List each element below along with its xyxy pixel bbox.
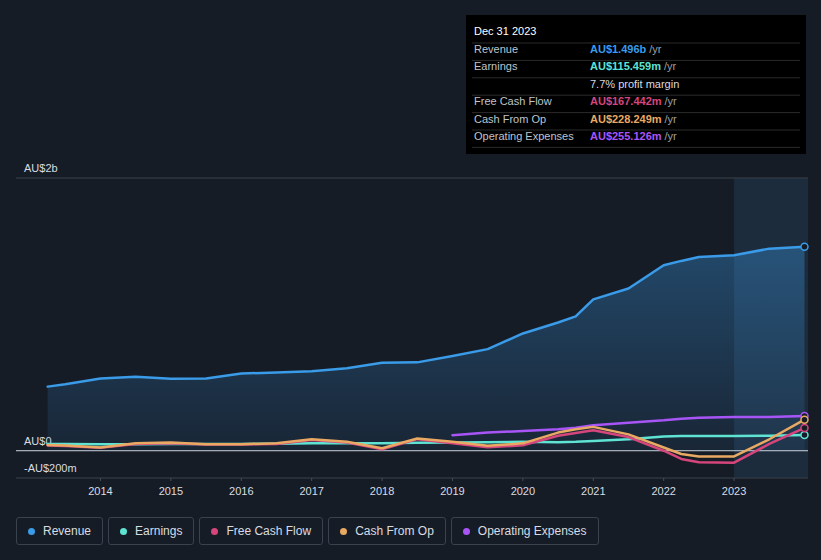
tooltip-unit: /yr xyxy=(665,95,678,107)
tooltip-label: Operating Expenses xyxy=(474,130,574,142)
legend-label: Earnings xyxy=(135,524,182,538)
series-line xyxy=(452,416,804,435)
tooltip-box xyxy=(466,15,806,154)
tooltip-value-number: AU$255.126m xyxy=(590,130,662,142)
x-tick xyxy=(522,478,523,481)
x-tick xyxy=(734,478,735,481)
tooltip-value-number: AU$167.442m xyxy=(590,95,662,107)
legend-swatch xyxy=(211,528,218,535)
x-tick-label: 2016 xyxy=(229,485,253,497)
grid-line xyxy=(16,178,808,179)
x-tick xyxy=(452,478,453,481)
tooltip-value-number: AU$1.496b xyxy=(590,43,647,55)
x-tick xyxy=(311,478,312,481)
plot-area xyxy=(48,247,805,463)
x-tick-label: 2019 xyxy=(440,485,464,497)
legend-label: Free Cash Flow xyxy=(226,524,311,538)
tooltip-value-number: AU$228.249m xyxy=(590,113,662,125)
tooltip-value: AU$115.459m/yr xyxy=(590,60,677,72)
tooltip-value: AU$167.442m/yr xyxy=(590,95,677,107)
x-tick-label: 2020 xyxy=(511,485,535,497)
series-line xyxy=(48,247,805,387)
end-dot xyxy=(801,432,808,439)
x-tick xyxy=(663,478,664,481)
legend-item[interactable]: Free Cash Flow xyxy=(199,517,323,545)
legend-item[interactable]: Operating Expenses xyxy=(451,517,599,545)
legend-swatch xyxy=(340,528,347,535)
y-tick-label: AU$2b xyxy=(24,162,58,174)
end-dot xyxy=(801,416,808,423)
frame-bottom xyxy=(16,478,808,479)
tooltip-unit: /yr xyxy=(665,113,678,125)
tooltip-title: Dec 31 2023 xyxy=(474,25,536,37)
tooltip-label: Earnings xyxy=(474,60,518,72)
x-tick xyxy=(241,478,242,481)
x-tick xyxy=(100,478,101,481)
x-tick-label: 2017 xyxy=(299,485,323,497)
y-tick-label: -AU$200m xyxy=(24,462,77,474)
tooltip-value: AU$255.126m/yr xyxy=(590,130,677,142)
grid-line xyxy=(16,478,808,479)
x-tick xyxy=(382,478,383,481)
series-line xyxy=(48,420,805,457)
x-tick-label: 2018 xyxy=(370,485,394,497)
legend-item[interactable]: Earnings xyxy=(108,517,194,545)
series-line xyxy=(48,428,805,463)
tooltip-unit: /yr xyxy=(665,130,678,142)
legend-item[interactable]: Revenue xyxy=(16,517,103,545)
legend-label: Operating Expenses xyxy=(478,524,587,538)
legend-label: Revenue xyxy=(43,524,91,538)
tooltip-unit: /yr xyxy=(649,43,662,55)
x-tick-label: 2015 xyxy=(159,485,183,497)
tooltip-unit: /yr xyxy=(664,60,677,72)
x-tick-label: 2022 xyxy=(651,485,675,497)
legend-label: Cash From Op xyxy=(355,524,434,538)
end-dot xyxy=(801,424,808,431)
tooltip-label: Cash From Op xyxy=(474,113,546,125)
legend-item[interactable]: Cash From Op xyxy=(328,517,446,545)
x-tick-label: 2023 xyxy=(722,485,746,497)
x-tick xyxy=(593,478,594,481)
tooltip-label: Free Cash Flow xyxy=(474,95,552,107)
legend-swatch xyxy=(120,528,127,535)
tooltip-value: AU$1.496b/yr xyxy=(590,43,662,55)
x-tick-label: 2014 xyxy=(88,485,112,497)
tooltip-value-number: AU$115.459m xyxy=(590,60,661,72)
tooltip-label: Revenue xyxy=(474,43,518,55)
tooltip-separator xyxy=(472,147,800,148)
tooltip-value: AU$228.249m/yr xyxy=(590,113,677,125)
legend-swatch xyxy=(28,528,35,535)
legend-swatch xyxy=(463,528,470,535)
tooltip-margin: 7.7% profit margin xyxy=(590,78,679,90)
x-tick-label: 2021 xyxy=(581,485,605,497)
end-dot xyxy=(801,243,808,250)
revenue-area xyxy=(48,247,805,451)
frame-top xyxy=(16,178,808,179)
x-tick xyxy=(170,478,171,481)
legend: Revenue Earnings Free Cash Flow Cash From O… xyxy=(16,517,599,545)
